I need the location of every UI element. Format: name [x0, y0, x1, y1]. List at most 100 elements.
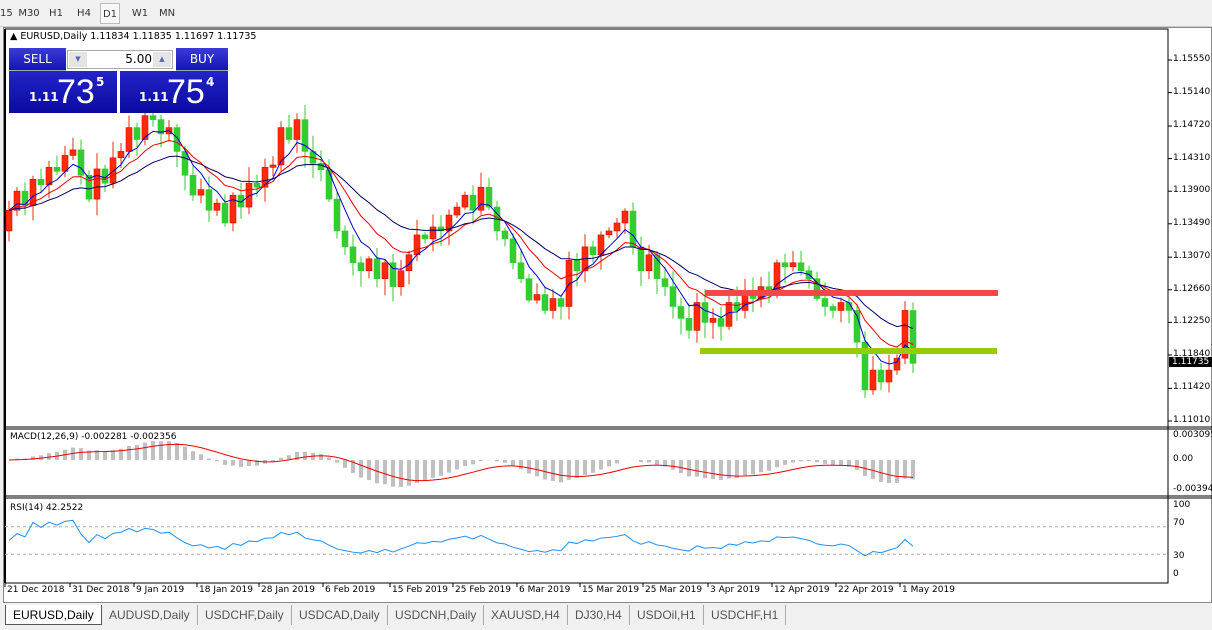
macd-bar [383, 460, 387, 485]
candle-body [469, 194, 477, 211]
timeframe-d1[interactable]: D1 [100, 3, 120, 24]
buy-price[interactable]: 1.11 75 4 [120, 71, 228, 113]
macd-bar [575, 460, 579, 479]
candle [45, 160, 53, 199]
candle [405, 250, 413, 285]
candle [469, 185, 477, 225]
macd-bar [191, 451, 195, 460]
buy-button[interactable]: BUY [176, 48, 228, 71]
sell-button[interactable]: SELL [9, 48, 66, 71]
time-axis-label: 12 Apr 2019 [774, 585, 830, 595]
sell-price[interactable]: 1.11 73 5 [9, 71, 117, 113]
chart-tab[interactable]: USDCNH,Daily [388, 605, 485, 625]
chart-tab[interactable]: USDOil,H1 [630, 605, 704, 625]
chart-window[interactable] [3, 27, 1212, 603]
macd-bar [207, 458, 211, 460]
chart-tab[interactable]: AUDUSD,Daily [102, 605, 198, 625]
candle [109, 141, 117, 189]
candle [837, 297, 845, 323]
candle-body [133, 127, 141, 140]
candle-body [141, 115, 149, 140]
candle [789, 250, 797, 272]
chart-tab[interactable]: USDCHF,H1 [704, 605, 787, 625]
macd-bar [823, 460, 827, 464]
macd-bar [79, 448, 83, 460]
candle [909, 302, 917, 374]
chart-tab[interactable]: DJ30,H4 [568, 605, 630, 625]
time-axis-label: 22 Apr 2019 [838, 585, 894, 595]
buy-price-pips: 75 [167, 73, 205, 111]
price-axis-label: 1.14310 [1173, 152, 1211, 163]
candle-body [701, 302, 709, 323]
macd-bar [455, 460, 459, 470]
timeframe-h4[interactable]: H4 [77, 8, 91, 19]
candle-body [573, 260, 581, 272]
candle-body [77, 149, 85, 176]
collapse-triangle-icon[interactable]: ▲ [10, 31, 21, 42]
timeframe-toolbar: 15 M30 H1 H4 D1 W1 MN [0, 0, 1212, 27]
decrease-lot-icon[interactable]: ▼ [69, 52, 87, 67]
chart-tab[interactable]: XAUUSD,H4 [484, 605, 568, 625]
macd-bar [743, 460, 747, 476]
macd-bar [791, 460, 795, 463]
candle-body [157, 119, 165, 135]
candle [845, 296, 853, 324]
candle [901, 301, 909, 365]
macd-bar [175, 443, 179, 460]
candles [5, 104, 917, 399]
timeframe-mn[interactable]: MN [158, 8, 176, 19]
candle-body [109, 157, 117, 184]
macd-bar [143, 442, 147, 460]
macd-bar [287, 455, 291, 460]
macd-bar [607, 460, 611, 467]
candle [157, 115, 165, 148]
increase-lot-icon[interactable]: ▲ [153, 52, 171, 67]
candle-body [869, 369, 877, 391]
macd-bar [551, 460, 555, 481]
candle [669, 271, 677, 319]
macd-bar [271, 460, 275, 462]
sell-price-fraction: 5 [96, 75, 105, 89]
candle-body [453, 206, 461, 216]
candle-body [589, 246, 597, 256]
lot-size-input[interactable]: ▼ 5.00 ▲ [67, 50, 173, 69]
macd-bar [783, 460, 787, 465]
macd-bar [703, 460, 707, 479]
timeframe-w1[interactable]: W1 [131, 8, 149, 19]
chart-tab[interactable]: USDCAD,Daily [292, 605, 388, 625]
candle-body [125, 127, 133, 152]
price-axis-label: 1.11420 [1173, 382, 1211, 393]
macd-bar [775, 460, 779, 468]
candle [357, 256, 365, 287]
lot-value[interactable]: 5.00 [125, 52, 152, 66]
macd-bar [495, 460, 499, 462]
candle [517, 249, 525, 283]
candle-body [317, 163, 325, 171]
candle [133, 122, 141, 157]
buy-price-fraction: 4 [206, 75, 215, 89]
timeframe-h1[interactable]: H1 [49, 8, 63, 19]
macd-bar [159, 441, 163, 460]
macd-histogram [15, 441, 915, 488]
candle [213, 198, 221, 216]
macd-bar [119, 448, 123, 460]
candle-body [813, 278, 821, 299]
chart-tab[interactable]: EURUSD,Daily [5, 605, 102, 625]
macd-bar [815, 460, 819, 463]
candle-body [677, 306, 685, 319]
macd-bar [87, 450, 91, 460]
candle-body [93, 168, 101, 200]
macd-bar [479, 460, 483, 462]
macd-bar [215, 460, 219, 462]
one-click-trading-panel: SELL ▼ 5.00 ▲ BUY 1.11 73 5 1.11 75 4 [9, 48, 228, 113]
macd-bar [559, 460, 563, 483]
horizontal-level-line [705, 289, 998, 296]
timeframe-15[interactable]: 15 [0, 8, 13, 19]
symbol-quote: EURUSD,Daily 1.11834 1.11835 1.11697 1.1… [20, 31, 257, 42]
timeframe-m30[interactable]: M30 [18, 8, 40, 19]
chart-tab[interactable]: USDCHF,Daily [198, 605, 292, 625]
macd-bar [727, 460, 731, 479]
candle [645, 244, 653, 280]
price-axis-label: 1.12660 [1173, 283, 1211, 294]
